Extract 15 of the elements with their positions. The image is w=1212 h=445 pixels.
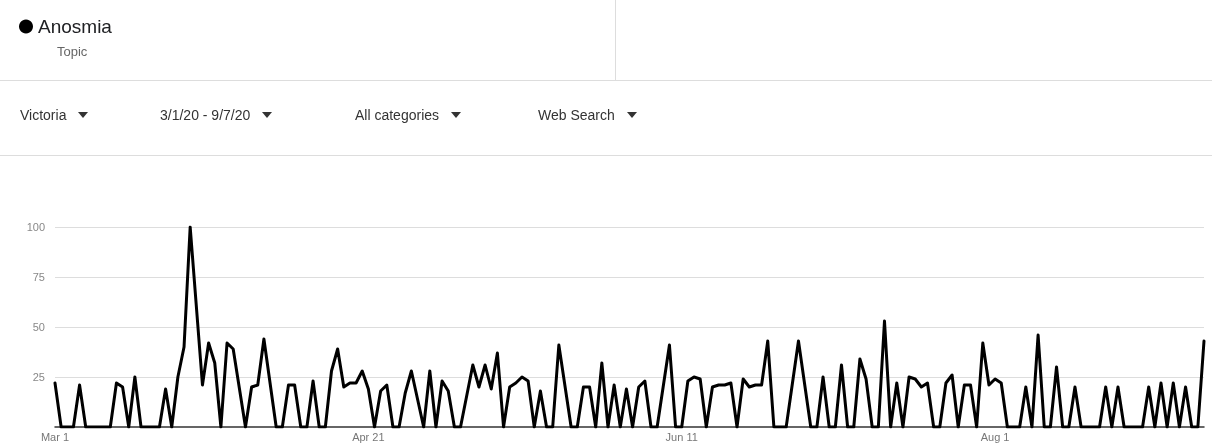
y-tick-label: 75 — [32, 271, 45, 283]
text: Victoria — [20, 107, 67, 123]
text: All categories — [355, 107, 440, 123]
y-tick-label: 100 — [26, 221, 45, 233]
text: 3/1/20 - 9/7/20 — [160, 107, 251, 123]
legend-label: Anosmia — [38, 16, 113, 37]
x-tick-label: Mar 1 — [40, 430, 70, 443]
x-tick-label: Aug 1 — [980, 430, 1010, 443]
chart-subtitle: Topic — [57, 44, 88, 59]
text: Web Search — [538, 107, 615, 123]
y-tick-label: 50 — [32, 321, 45, 333]
x-tick-label: Jun 11 — [665, 430, 698, 443]
x-tick-label: Apr 21 — [352, 430, 385, 443]
y-tick-label: 25 — [32, 371, 45, 383]
line-series — [53, 225, 1206, 429]
